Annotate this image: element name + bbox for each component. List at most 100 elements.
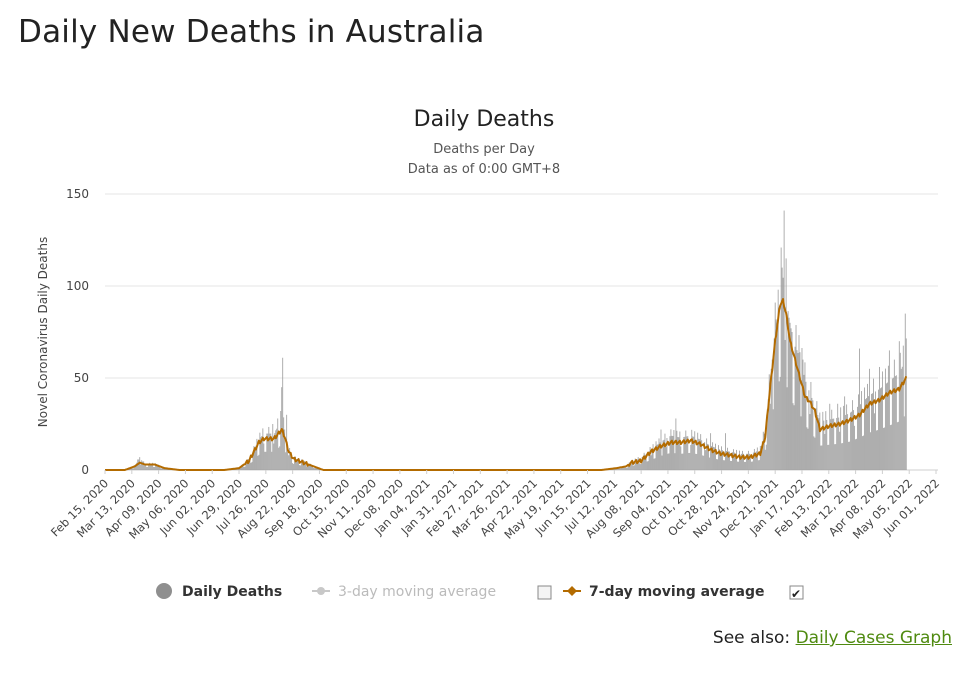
- daily-deaths-bar: [246, 461, 248, 470]
- daily-deaths-bar: [627, 464, 629, 470]
- daily-deaths-bar: [154, 466, 156, 470]
- daily-deaths-bar: [723, 460, 724, 470]
- daily-deaths-bar: [833, 418, 835, 470]
- daily-deaths-bar: [864, 387, 865, 470]
- daily-deaths-bar: [703, 455, 705, 470]
- daily-deaths-bar: [236, 469, 238, 470]
- daily-deaths-bar: [647, 461, 649, 470]
- 7day-checkbox[interactable]: [789, 585, 804, 600]
- daily-deaths-bar: [898, 341, 900, 470]
- daily-deaths-bar: [895, 375, 897, 470]
- daily-deaths-bar: [694, 431, 696, 470]
- see-also: See also: Daily Cases Graph: [713, 628, 952, 648]
- daily-deaths-bar: [754, 456, 756, 470]
- daily-deaths-bar: [726, 450, 727, 470]
- daily-deaths-bar: [856, 438, 857, 470]
- 3day-checkbox[interactable]: [537, 585, 552, 600]
- daily-deaths-bar: [662, 440, 664, 470]
- daily-deaths-bar: [248, 462, 250, 470]
- daily-deaths-bar: [284, 429, 286, 470]
- daily-deaths-bar: [640, 463, 642, 470]
- daily-deaths-bar: [862, 436, 863, 470]
- daily-deaths-bar: [851, 411, 853, 470]
- daily-deaths-bar: [270, 433, 272, 470]
- daily-deaths-bar: [161, 468, 162, 470]
- daily-deaths-bar: [853, 410, 855, 470]
- daily-deaths-bar: [312, 465, 313, 470]
- daily-deaths-bar: [750, 461, 752, 470]
- daily-deaths-bar: [141, 460, 143, 470]
- daily-deaths-bar: [653, 458, 655, 470]
- daily-deaths-bar: [263, 443, 265, 470]
- daily-deaths-bar: [147, 466, 149, 470]
- daily-deaths-bar: [774, 302, 776, 470]
- daily-deaths-bar: [642, 456, 644, 470]
- daily-deaths-bar: [881, 387, 882, 470]
- daily-deaths-bar: [831, 409, 833, 470]
- daily-deaths-bar: [249, 457, 251, 470]
- daily-deaths-bar: [279, 446, 281, 470]
- daily-deaths-bar: [266, 433, 268, 470]
- daily-deaths-bar: [891, 378, 893, 470]
- daily-deaths-bar: [294, 458, 296, 470]
- daily-deaths-bar: [771, 359, 773, 470]
- daily-deaths-bar: [675, 418, 677, 470]
- daily-deaths-bar: [732, 452, 733, 470]
- daily-deaths-bar: [872, 393, 873, 470]
- daily-deaths-bar: [277, 418, 279, 470]
- daily-deaths-bar: [877, 430, 878, 470]
- legend-item-3day[interactable]: 3-day moving average: [312, 584, 552, 600]
- daily-deaths-bar: [869, 368, 870, 470]
- daily-deaths-bar: [698, 438, 700, 470]
- legend-label-daily-deaths: Daily Deaths: [182, 584, 282, 600]
- daily-deaths-bar: [884, 368, 886, 470]
- daily-deaths-bar: [157, 465, 159, 470]
- daily-deaths-bar: [861, 391, 862, 470]
- daily-deaths-bar: [716, 459, 717, 470]
- daily-deaths-bar: [310, 463, 311, 470]
- legend-item-daily-deaths[interactable]: Daily Deaths: [156, 583, 282, 600]
- daily-deaths-bar: [821, 445, 823, 470]
- daily-deaths-bar: [860, 404, 861, 470]
- daily-deaths-bar: [742, 450, 743, 470]
- daily-deaths-bar: [863, 435, 864, 470]
- daily-cases-graph-link[interactable]: Daily Cases Graph: [795, 628, 952, 648]
- daily-deaths-bar: [257, 455, 259, 470]
- daily-deaths-bar: [285, 452, 287, 470]
- daily-deaths-bar: [781, 267, 783, 470]
- daily-deaths-bar: [752, 452, 754, 470]
- daily-deaths-bar: [795, 325, 797, 470]
- daily-deaths-bar: [621, 466, 623, 470]
- daily-deaths-bar: [250, 462, 252, 470]
- daily-deaths-bar: [639, 464, 641, 470]
- daily-deaths-bar: [693, 436, 695, 470]
- daily-deaths-bar: [835, 444, 837, 470]
- daily-deaths-bar: [828, 444, 830, 470]
- daily-deaths-bar: [777, 289, 779, 470]
- legend-item-7day[interactable]: 7-day moving average ✔: [563, 584, 804, 601]
- daily-deaths-bar: [842, 443, 844, 470]
- daily-deaths-bar: [700, 434, 702, 470]
- daily-deaths-bar: [766, 409, 768, 470]
- daily-deaths-bar: [155, 463, 157, 470]
- daily-deaths-bar: [899, 352, 901, 470]
- daily-deaths-bar: [244, 466, 246, 470]
- daily-deaths-bar: [812, 400, 814, 470]
- daily-deaths-bar: [158, 464, 160, 470]
- daily-deaths-bar: [744, 461, 746, 470]
- daily-deaths-bar: [151, 463, 153, 470]
- daily-deaths-bar: [289, 447, 291, 470]
- daily-deaths-bar: [299, 465, 300, 470]
- daily-deaths-bar: [867, 383, 868, 470]
- daily-deaths-bar: [665, 447, 667, 470]
- daily-deaths-bar: [268, 426, 270, 470]
- daily-deaths-bar: [735, 457, 736, 470]
- daily-deaths-bar: [624, 466, 626, 470]
- daily-deaths-bar: [776, 322, 778, 470]
- daily-deaths-bar: [630, 464, 632, 470]
- daily-deaths-bar: [904, 313, 906, 470]
- daily-deaths-bar: [680, 446, 682, 470]
- daily-deaths-bar: [132, 468, 134, 470]
- daily-deaths-bar: [894, 376, 896, 470]
- daily-deaths-bar: [830, 419, 832, 470]
